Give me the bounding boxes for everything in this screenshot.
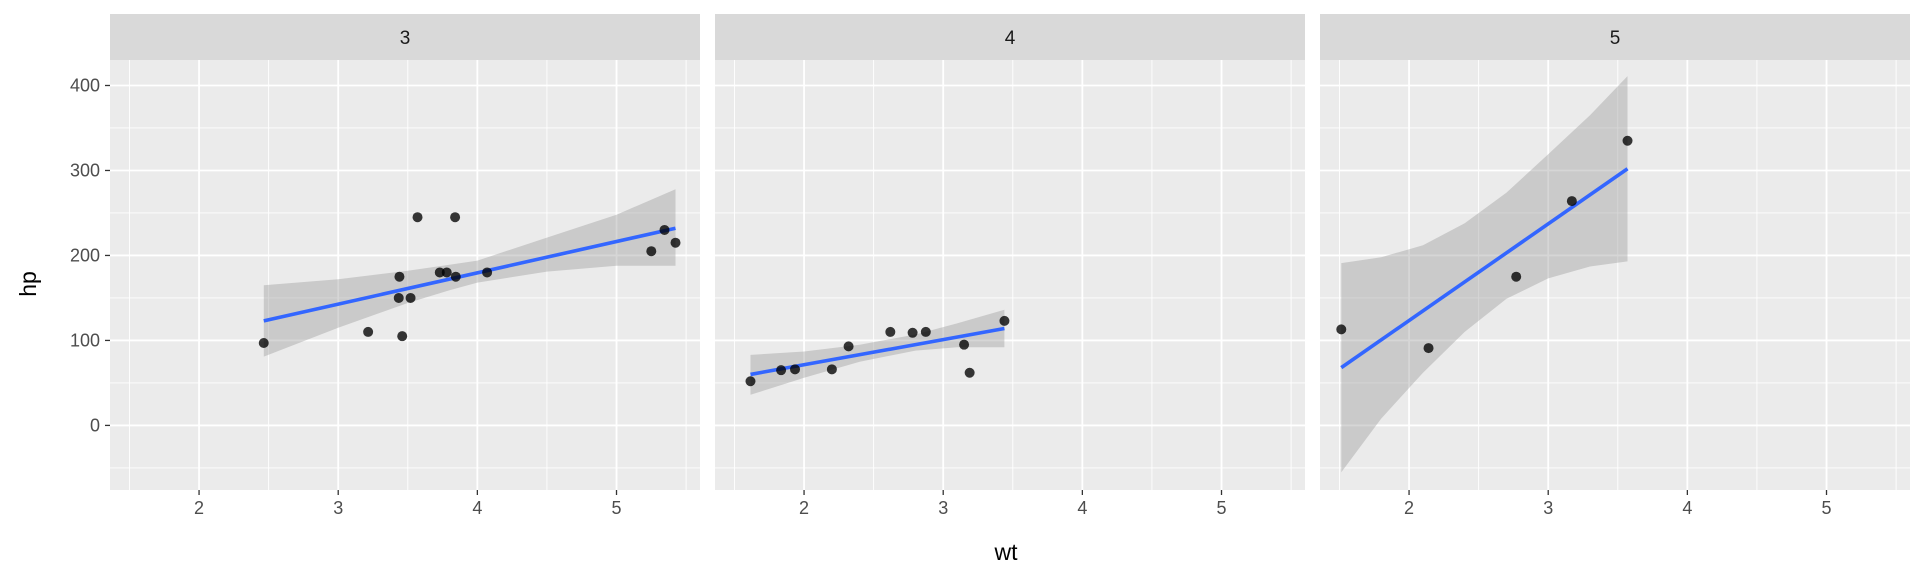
panel-background [110,60,700,490]
panel-background [1320,60,1910,490]
data-point [394,271,405,282]
data-point [776,365,787,376]
data-point [1622,135,1633,146]
x-tick-label: 5 [612,498,622,518]
data-point [745,376,756,387]
data-point [1566,196,1577,207]
data-point [826,364,837,375]
data-point [790,364,801,375]
facet-strip [715,14,1305,60]
y-axis: 0 100 200 300 400 [70,75,110,435]
data-point [434,267,445,278]
y-tick-label: 100 [70,330,100,350]
x-tick-label: 3 [333,498,343,518]
data-point [659,224,670,235]
y-tick-label: 0 [90,415,100,435]
data-point [1423,343,1434,354]
x-tick-label: 3 [938,498,948,518]
x-tick-label: 2 [1404,498,1414,518]
data-point [363,326,374,337]
data-point [450,271,461,282]
data-point [885,326,896,337]
facet-panel-3: 3 2 3 4 5 [110,14,700,518]
confidence-band [1341,76,1628,473]
x-tick-label: 5 [1217,498,1227,518]
x-tick-label: 4 [1682,498,1692,518]
data-point [1336,324,1347,335]
facet-panel-5: 5 2 3 4 5 [1320,14,1910,518]
data-point [1511,271,1522,282]
x-tick-label: 5 [1822,498,1832,518]
x-tick-label: 2 [799,498,809,518]
regression-line [1340,167,1629,370]
facet-strip-label: 3 [400,28,411,49]
data-point [412,212,423,223]
data-point [258,337,269,348]
y-tick-label: 300 [70,160,100,180]
data-point [397,331,408,342]
x-tick-label: 3 [1543,498,1553,518]
regression-line [263,226,676,323]
facet-panels: 3 2 3 4 5 4 2 3 4 5 5 2 3 4 5 [110,14,1910,518]
data-point [441,267,452,278]
x-tick-label: 4 [1077,498,1087,518]
data-point [646,246,657,257]
data-point [907,327,918,338]
data-point [670,237,681,248]
y-tick-label: 400 [70,75,100,95]
data-point [920,326,931,337]
data-point [843,341,854,352]
y-axis-title: hp [15,271,41,297]
y-tick-label: 200 [70,245,100,265]
data-point [482,267,493,278]
data-point [999,315,1010,326]
facet-panel-4: 4 2 3 4 5 [715,14,1305,518]
x-axis-title: wt [994,539,1019,565]
data-point [450,212,461,223]
data-point [959,339,970,350]
data-point [405,292,416,303]
facet-strip-label: 5 [1610,28,1621,49]
facet-strip [110,14,700,60]
x-tick-label: 4 [472,498,482,518]
data-point [964,367,975,378]
data-point [393,292,404,303]
x-tick-label: 2 [194,498,204,518]
panel-background [715,60,1305,490]
facet-strip-label: 4 [1005,28,1016,49]
facet-strip [1320,14,1910,60]
